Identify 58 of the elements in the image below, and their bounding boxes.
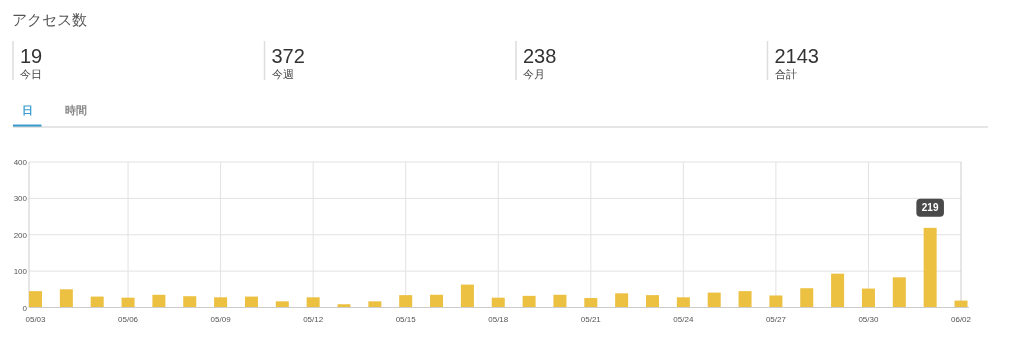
bar [584, 298, 598, 308]
bar [244, 296, 258, 308]
text: 日 [22, 104, 33, 116]
y-tick-label: 400 [13, 158, 28, 167]
text: 2143 [774, 45, 819, 67]
text: 今週 [271, 68, 294, 80]
bar [337, 304, 351, 308]
x-tick-label: 05/12 [303, 314, 324, 324]
x-tick-label: 06/02 [950, 314, 972, 324]
bar [152, 294, 166, 308]
text: 今日 [20, 68, 42, 80]
x-tick-label: 05/30 [858, 314, 879, 324]
bar [800, 288, 814, 308]
y-tick-label: 100 [13, 267, 28, 277]
text: 372 [271, 45, 305, 67]
x-tick-label: 05/24 [673, 314, 694, 324]
bar [615, 293, 629, 308]
y-tick-label: 0 [22, 303, 28, 313]
x-tick-label: 05/27 [765, 314, 787, 324]
text: 238 [523, 45, 557, 67]
bar [275, 301, 289, 308]
bar [738, 291, 752, 308]
bar [368, 301, 382, 308]
text: 合計 [774, 68, 797, 80]
bar [491, 297, 505, 308]
text: 今月 [523, 68, 545, 80]
x-tick-label: 05/09 [210, 314, 232, 324]
bar [522, 295, 536, 308]
bar [861, 288, 875, 308]
bar [29, 291, 42, 308]
bar [646, 295, 659, 308]
y-tick-label: 300 [13, 194, 28, 204]
bar [707, 292, 721, 308]
bar [183, 296, 197, 308]
data-label: 219 [921, 202, 939, 214]
x-tick-label: 05/06 [118, 314, 139, 324]
text: アクセス数 [12, 11, 87, 28]
x-tick-label: 05/03 [25, 314, 47, 324]
bar [553, 294, 567, 308]
x-tick-label: 05/15 [395, 314, 417, 324]
x-tick-label: 05/21 [580, 314, 602, 324]
bar [59, 289, 73, 308]
bar [306, 297, 320, 308]
bar [676, 297, 690, 308]
text: 時間 [64, 104, 87, 116]
bar [121, 297, 135, 308]
bar [460, 284, 474, 308]
bar [214, 297, 228, 308]
bar [769, 295, 783, 308]
bar [399, 295, 413, 308]
bar [430, 294, 444, 308]
y-tick-label: 200 [13, 230, 28, 240]
bar [923, 227, 937, 308]
bar [831, 273, 845, 308]
bar [90, 296, 104, 308]
text: 19 [20, 45, 43, 67]
bar [892, 277, 906, 308]
x-tick-label: 05/18 [488, 314, 509, 324]
